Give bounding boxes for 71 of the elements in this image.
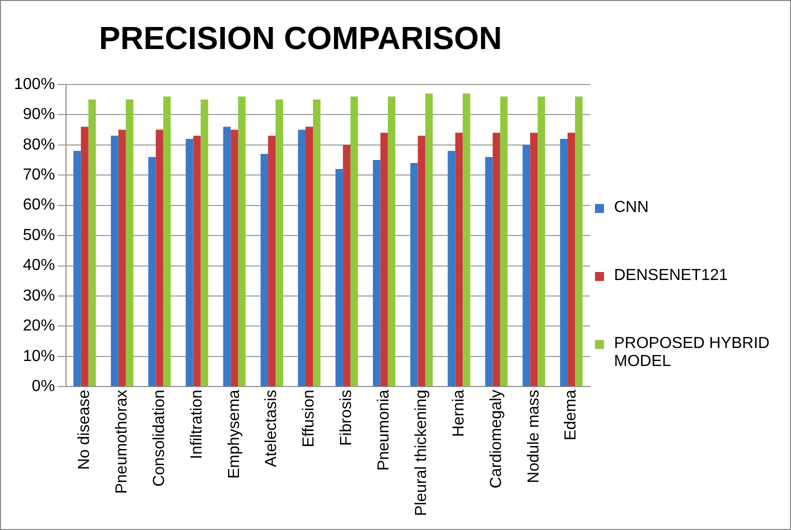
- bar: [425, 93, 433, 386]
- x-tick-label: Consolidation: [150, 390, 168, 487]
- x-tick-label: Effusion: [300, 390, 318, 448]
- y-tick-label: 50%: [22, 226, 55, 244]
- bar: [492, 132, 500, 386]
- y-tick-label: 100%: [14, 76, 55, 93]
- y-tick-label: 70%: [22, 166, 55, 184]
- bar: [298, 130, 306, 386]
- bar: [148, 156, 156, 386]
- bar: [156, 130, 164, 386]
- bar: [126, 100, 134, 386]
- bar: [372, 160, 380, 386]
- bar: [342, 144, 350, 386]
- bar: [238, 96, 246, 386]
- bar: [522, 144, 530, 386]
- bar: [260, 154, 268, 386]
- bar: [118, 130, 126, 386]
- x-tick-label: Hernia: [450, 390, 468, 437]
- bar: [538, 96, 546, 386]
- x-tick-label: Fibrosis: [338, 390, 356, 446]
- x-tick-label: Emphysema: [226, 390, 243, 479]
- bar: [335, 169, 343, 386]
- bar: [568, 132, 576, 386]
- y-tick-label: 90%: [22, 106, 55, 124]
- y-tick-label: 80%: [22, 136, 55, 154]
- legend-label: CNN: [614, 199, 649, 217]
- bar: [350, 96, 358, 386]
- bar: [73, 150, 81, 386]
- y-tick-label: 40%: [22, 257, 55, 274]
- x-tick-label: Infiltration: [188, 390, 206, 460]
- y-tick-label: 0%: [32, 378, 55, 396]
- x-tick-label: Cardiomegaly: [488, 390, 505, 488]
- bar: [500, 96, 508, 386]
- x-tick-label: Pneumonia: [376, 390, 393, 471]
- bar: [448, 150, 456, 386]
- x-tick-label: Atelectasis: [263, 390, 280, 468]
- bar: [80, 126, 88, 386]
- bar: [530, 132, 538, 386]
- bar: [455, 132, 463, 386]
- bar: [418, 136, 426, 386]
- bar: [276, 100, 284, 386]
- bar: [268, 136, 276, 386]
- bar: [163, 96, 171, 386]
- legend-label: PROPOSED HYBRID MODEL: [614, 335, 771, 371]
- bar: [223, 126, 231, 386]
- bar: [388, 96, 396, 386]
- bar: [462, 93, 470, 386]
- bar: [380, 132, 388, 386]
- bar: [186, 138, 194, 386]
- bar: [560, 138, 568, 386]
- x-tick-label: Pneumothorax: [113, 390, 130, 494]
- chart-title: PRECISION COMPARISON: [99, 20, 502, 56]
- bar: [200, 100, 208, 386]
- x-tick-label: Edema: [562, 390, 580, 440]
- bar: [410, 163, 418, 386]
- bar: [193, 136, 201, 386]
- bar: [312, 100, 320, 386]
- x-tick-label: No disease: [76, 390, 94, 470]
- bar: [110, 136, 118, 386]
- bar: [230, 130, 238, 386]
- bar: [88, 100, 96, 386]
- x-tick-label: Pleural thickening: [412, 390, 430, 516]
- y-tick-label: 10%: [22, 348, 55, 365]
- y-tick-label: 20%: [22, 318, 55, 335]
- bar: [485, 156, 493, 386]
- x-tick-label: Nodule mass: [525, 390, 542, 484]
- bar: [306, 126, 313, 386]
- y-tick-label: 30%: [22, 287, 55, 304]
- bar: [575, 96, 583, 386]
- legend-label: DENSENET121: [614, 267, 728, 285]
- y-tick-label: 60%: [22, 196, 55, 214]
